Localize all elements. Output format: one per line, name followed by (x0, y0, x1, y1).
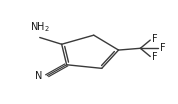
Text: N: N (35, 71, 43, 81)
Text: F: F (152, 34, 158, 44)
Text: NH$_2$: NH$_2$ (30, 20, 50, 34)
Text: F: F (160, 43, 166, 53)
Text: F: F (152, 53, 158, 63)
